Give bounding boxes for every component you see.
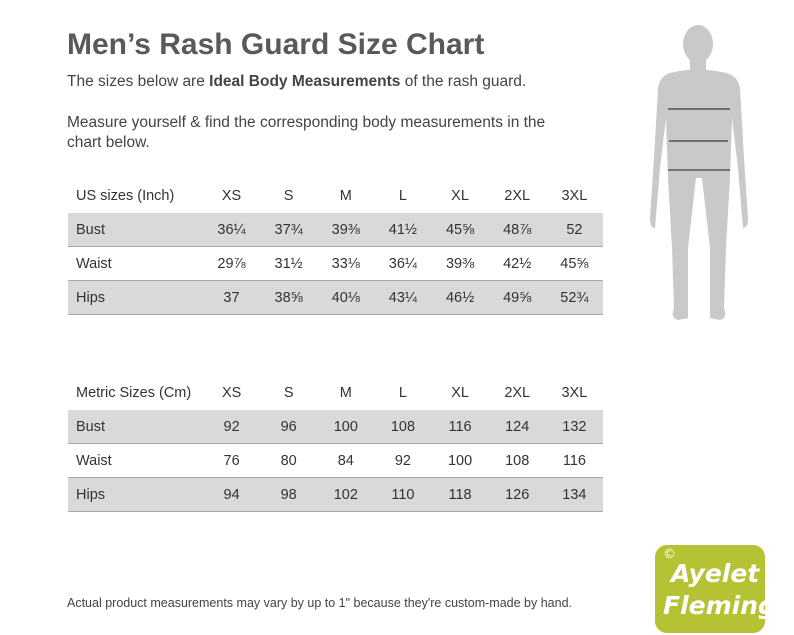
header-cell: L [398, 385, 407, 401]
header-cell: US sizes (Inch) [76, 188, 175, 204]
cell: 96 [260, 410, 318, 444]
cell: 102 [317, 477, 375, 512]
header-cell: S [283, 188, 294, 204]
header-cell: XS [221, 188, 242, 204]
intro-text: The sizes below are [67, 73, 210, 90]
cell: 33⅛ [317, 246, 375, 281]
table-row: Bust 92 96 100 108 116 124 132 [68, 410, 603, 444]
cell: 92 [374, 443, 432, 478]
header-cell: M [339, 188, 352, 204]
cell: 42½ [488, 246, 546, 281]
logo-text: Fleming [663, 591, 776, 620]
cell: 132 [545, 410, 603, 444]
cell: 108 [488, 443, 546, 478]
table-row: Bust 36¼ 37¾ 39⅜ 41½ 45⅝ 48⅞ 52 [68, 213, 603, 247]
table-row: Hips 94 98 102 110 118 126 134 [68, 477, 603, 512]
cell: 36¼ [202, 213, 261, 247]
header-cell: M [339, 385, 352, 401]
cell: 52¾ [545, 280, 603, 315]
cell: 31½ [260, 246, 318, 281]
cell: 124 [488, 410, 546, 444]
cell: 108 [374, 410, 432, 444]
title: Men’s Rash Guard Size Chart [67, 28, 485, 61]
row-label: Bust [68, 213, 203, 247]
header-row: US sizes (Inch) XS S M L XL 2XL 3XL [68, 179, 603, 213]
cell: 45⅝ [431, 213, 489, 247]
cell: 116 [431, 410, 489, 444]
logo-copyright: © [663, 547, 676, 562]
cell: 43¼ [374, 280, 432, 315]
header-cell: 2XL [504, 188, 531, 204]
header-cell: 2XL [504, 385, 531, 401]
cell: 45⅝ [545, 246, 603, 281]
cell: 84 [317, 443, 375, 478]
header-cell: 3XL [561, 385, 588, 401]
cell: 100 [317, 410, 375, 444]
table-row: Hips 37 38⅝ 40⅛ 43¼ 46½ 49⅝ 52¾ [68, 280, 603, 315]
header-cell: XL [451, 385, 469, 401]
header-cell: XS [221, 385, 242, 401]
table-row: Waist 76 80 84 92 100 108 116 [68, 443, 603, 478]
row-label: Hips [68, 280, 203, 315]
cell: 39⅜ [431, 246, 489, 281]
cell: 118 [431, 477, 489, 512]
table-row: Waist 29⅞ 31½ 33⅛ 36¼ 39⅜ 42½ 45⅝ [68, 246, 603, 281]
header-row: Metric Sizes (Cm) XS S M L XL 2XL 3XL [68, 376, 603, 410]
cell: 37 [202, 280, 261, 315]
header-cell: XL [451, 188, 469, 204]
header-cell: S [283, 385, 294, 401]
instruction: Measure yourself & find the correspondin… [67, 114, 546, 151]
cell: 52 [545, 213, 603, 247]
intro-bold: Ideal Body Measurements [209, 73, 401, 90]
cell: 116 [545, 443, 603, 478]
cell: 40⅛ [317, 280, 375, 315]
logo: © Ayelet Fleming [655, 545, 776, 633]
row-label: Bust [68, 410, 204, 444]
body-silhouette [650, 25, 748, 320]
header-cell: Metric Sizes (Cm) [76, 385, 192, 401]
cell: 100 [431, 443, 489, 478]
cell: 98 [260, 477, 318, 512]
us-table: US sizes (Inch) XS S M L XL 2XL 3XL Bust 36¼ 37¾ 39… [68, 179, 603, 315]
cell: 94 [203, 477, 261, 512]
header-cell: 3XL [561, 188, 588, 204]
intro: The sizes below are Ideal Body Measureme… [67, 73, 526, 91]
cell: 49⅝ [488, 280, 546, 315]
cell: 134 [545, 477, 603, 512]
cell: 46½ [431, 280, 489, 315]
cell: 92 [203, 410, 261, 444]
header-cell: L [398, 188, 407, 204]
logo-text: Ayelet [671, 559, 760, 588]
intro-text: of the rash guard. [400, 73, 527, 90]
cell: 29⅞ [202, 246, 261, 281]
metric-table: Metric Sizes (Cm) XS S M L XL 2XL 3XL Bust 92 96 10… [68, 376, 603, 512]
row-label: Waist [68, 246, 203, 281]
cell: 110 [374, 477, 432, 512]
row-label: Waist [68, 443, 204, 478]
cell: 80 [260, 443, 318, 478]
cell: 38⅝ [260, 280, 318, 315]
cell: 126 [488, 477, 546, 512]
cell: 48⅞ [488, 213, 546, 247]
cell: 37¾ [260, 213, 318, 247]
cell: 36¼ [374, 246, 432, 281]
footnote: Actual product measurements may vary by … [67, 596, 572, 610]
cell: 39⅜ [317, 213, 375, 247]
row-label: Hips [68, 477, 204, 512]
cell: 76 [203, 443, 261, 478]
cell: 41½ [374, 213, 432, 247]
